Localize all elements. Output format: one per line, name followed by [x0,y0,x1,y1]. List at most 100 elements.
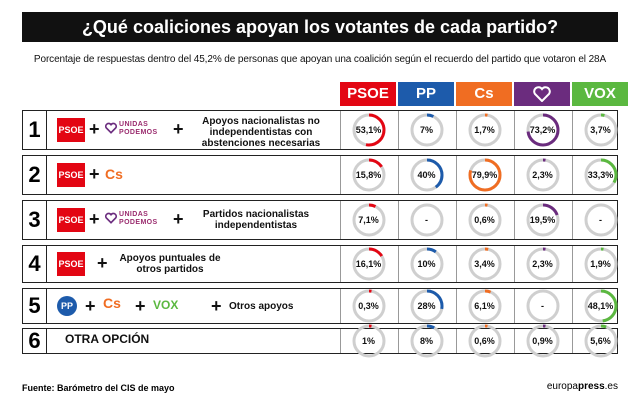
donut-arc [468,158,501,192]
donut-mark: 1% [351,323,387,359]
donut-arc [526,247,559,281]
donut-mark: 3,4% [467,246,503,282]
coalition-row: 6 1% 8% 0,6% 0,9% 5,6% OTRA OPCIÓN [22,324,618,358]
donut-mark: 53,1% [351,112,387,148]
plus-sign: + [135,296,146,316]
donut-mark: 28% [409,288,445,324]
donut-mark: 7,1% [351,202,387,238]
donut-mark: 2,3% [525,157,561,193]
value-label: 2,3% [532,259,553,269]
donut-mark: 1,7% [467,112,503,148]
value-label: 73,2% [529,125,556,135]
donut-mark: - [525,288,561,324]
row-number: 6 [23,328,47,353]
value-cell: - [514,289,570,323]
donut-arc [584,158,617,192]
donut-arc [584,113,617,147]
value-label: - [425,215,428,225]
donut-arc [410,158,443,192]
unidas-podemos-logo-line1: UNIDAS [119,211,149,218]
plus-sign: + [211,296,222,316]
psoe-logo: PSOE [57,163,85,187]
value-label: 6,1% [474,301,495,311]
donut-arc [410,289,443,323]
donut-arc [410,247,443,281]
unidas-podemos-heart-icon [105,212,117,224]
value-label: 0,3% [358,301,379,311]
donut-mark: 0,9% [525,323,561,359]
value-label: 16,1% [355,259,382,269]
value-cell: 10% [398,246,454,282]
donut-mark: 40% [409,157,445,193]
value-label: 3,7% [590,125,611,135]
donut-arc [584,247,617,281]
value-cell: 33,3% [572,156,628,194]
donut-mark: - [409,202,445,238]
donut-arc [352,247,385,281]
value-label: 7% [419,125,433,135]
value-cell: 0,6% [456,201,512,239]
value-cell: 2,3% [514,156,570,194]
donut-mark: 79,9% [467,157,503,193]
value-label: 1,9% [590,259,611,269]
value-cell: - [572,201,628,239]
value-label: 3,4% [474,259,495,269]
plus-sign: + [173,209,184,229]
donut-mark: 5,6% [583,323,619,359]
value-cell: 16,1% [340,246,396,282]
row-number: 3 [23,201,47,239]
donut-mark: 73,2% [525,112,561,148]
value-cell: 1% [340,324,396,358]
value-label: 15,8% [355,170,382,180]
donut-arc [468,113,501,147]
row-number: 2 [23,156,47,194]
plus-sign: + [97,253,108,273]
donut-mark: 10% [409,246,445,282]
value-label: 2,3% [532,170,553,180]
value-cell: 3,7% [572,111,628,149]
value-label: 7,1% [358,215,379,225]
unidas-podemos-logo-line2: PODEMOS [119,129,158,136]
value-cell: 15,8% [340,156,396,194]
plus-sign: + [173,119,184,139]
donut-mark: 7% [409,112,445,148]
value-cell: 0,3% [340,289,396,323]
value-label: - [599,215,602,225]
donut-mark: 48,1% [583,288,619,324]
chart-title: ¿Qué coaliciones apoyan los votantes de … [22,12,618,42]
value-cell: 73,2% [514,111,570,149]
donut-mark: 1,9% [583,246,619,282]
donut-arc [410,113,443,147]
unidas-podemos-heart-icon [105,122,117,134]
vox-logo: VOX [153,298,179,312]
donut-arc [352,203,385,237]
psoe-logo: PSOE [57,118,85,142]
plus-sign: + [89,119,100,139]
unidas-podemos-logo-line2: PODEMOS [119,219,158,226]
value-cell: 5,6% [572,324,628,358]
row-number: 5 [23,289,47,323]
value-label: 1% [361,336,375,346]
source-note: Fuente: Barómetro del CIS de mayo [22,383,175,393]
donut-arc [352,158,385,192]
value-cell: 7% [398,111,454,149]
donut-arc [584,289,617,323]
coalition-row: 3 7,1% -0,6% 19,5% - PSOE + UNIDAS PODEMOS + Parti… [22,200,618,240]
value-cell: 79,9% [456,156,512,194]
donut-mark: 15,8% [351,157,387,193]
donut-arc [526,113,559,147]
donut-mark: 16,1% [351,246,387,282]
donut-mark: 3,7% [583,112,619,148]
column-header-vox: VOX [572,82,628,106]
donut-arc [526,158,559,192]
value-cell: 3,4% [456,246,512,282]
value-cell: - [398,201,454,239]
coalition-row: 5 0,3% 28% 6,1% - 48,1% PP + Cs + VOX + Otros apoyos [22,288,618,324]
donut-mark: 0,3% [351,288,387,324]
value-label: 0,9% [532,336,553,346]
value-cell: 19,5% [514,201,570,239]
value-cell: 53,1% [340,111,396,149]
value-label: 28% [417,301,436,311]
value-label: 0,6% [474,215,495,225]
value-cell: 2,3% [514,246,570,282]
